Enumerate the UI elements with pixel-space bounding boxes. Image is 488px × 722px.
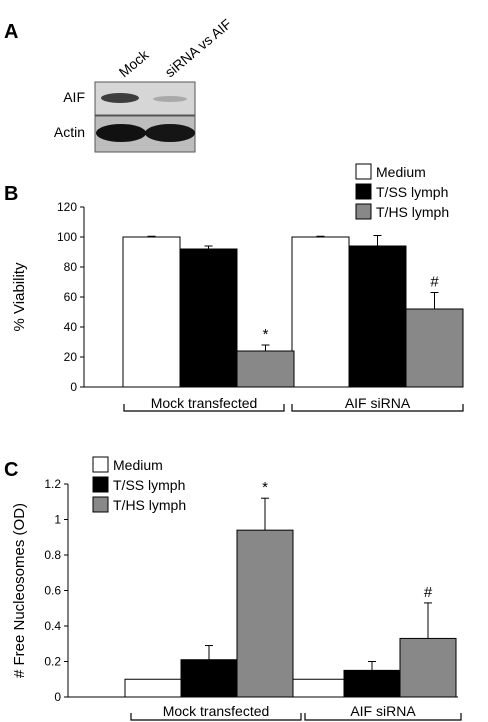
legend-swatch <box>92 476 109 493</box>
significance-mark: * <box>262 479 268 496</box>
group-label: AIF siRNA <box>350 703 416 719</box>
group-bracket <box>291 404 464 412</box>
y-tick-label: 0 <box>54 690 61 704</box>
row-label-actin: Actin <box>54 124 85 140</box>
bar-medium <box>124 678 182 698</box>
panel-b-label: B <box>4 183 18 205</box>
bar-medium <box>291 236 350 388</box>
legend-label: Medium <box>376 164 426 180</box>
panel-a: A Mock siRNA vs AIF AIF Actin <box>4 16 235 153</box>
significance-mark: * <box>263 326 269 343</box>
bar-t-ss-lymph <box>179 248 238 388</box>
panel-a-label: A <box>4 21 18 43</box>
y-tick-label: 0 <box>70 380 77 394</box>
y-tick-label: 0.4 <box>44 619 61 633</box>
bar-t-hs-lymph <box>405 308 464 388</box>
y-tick-label: 0.2 <box>44 655 61 669</box>
lane-label-mock: Mock <box>116 46 153 80</box>
legend-swatch <box>355 163 372 180</box>
significance-mark: # <box>430 274 439 291</box>
blot-band-actin-mock <box>96 124 146 142</box>
legend-swatch <box>92 456 109 473</box>
y-tick-label: 20 <box>64 350 78 364</box>
legend-label: T/HS lymph <box>376 204 449 220</box>
legend-label: T/SS lymph <box>113 477 185 493</box>
y-axis-label: # Free Nucleosomes (OD) <box>11 503 28 678</box>
legend-label: Medium <box>113 457 163 473</box>
bar-medium <box>122 236 181 388</box>
group-bracket <box>123 404 285 412</box>
group-label: AIF siRNA <box>345 395 411 411</box>
blot-band-aif-mock <box>101 93 139 103</box>
y-tick-label: 1 <box>54 513 61 527</box>
group-label: Mock transfected <box>151 395 258 411</box>
y-axis-label: % Viability <box>11 262 28 331</box>
y-tick-label: 100 <box>57 230 77 244</box>
significance-mark: # <box>424 584 433 601</box>
y-tick-label: 80 <box>64 260 78 274</box>
bar-t-hs-lymph <box>236 529 294 698</box>
lane-label-sirna: siRNA vs AIF <box>162 16 235 81</box>
bar-t-hs-lymph <box>236 350 295 388</box>
bar-t-hs-lymph <box>399 637 457 698</box>
legend-swatch <box>355 183 372 200</box>
y-tick-label: 0.6 <box>44 584 61 598</box>
row-label-aif: AIF <box>63 89 85 105</box>
group-label: Mock transfected <box>163 703 270 719</box>
legend-swatch <box>92 496 109 513</box>
panel-b-chart: 0 20 40 60 80 100 120 % Viability * # Mock transfe… <box>11 163 464 412</box>
bar-medium <box>287 678 345 698</box>
bar-t-ss-lymph <box>348 245 407 388</box>
y-tick-label: 60 <box>64 290 78 304</box>
y-tick-label: 0.8 <box>44 548 61 562</box>
group-bracket <box>130 713 302 721</box>
blot-band-aif-sirna <box>153 96 187 102</box>
y-tick-label: 120 <box>57 200 77 214</box>
y-tick-label: 1.2 <box>44 477 61 491</box>
y-tick-label: 40 <box>64 320 78 334</box>
legend-label: T/HS lymph <box>113 497 186 513</box>
legend-label: T/SS lymph <box>376 184 448 200</box>
group-bracket <box>304 713 462 721</box>
bar-t-ss-lymph <box>343 669 401 698</box>
panel-c-chart: 0 0.2 0.4 0.6 0.8 1 1.2 # Free Nucleosomes (OD)… <box>11 456 462 721</box>
blot-band-actin-sirna <box>145 124 195 142</box>
panel-c-label: C <box>4 459 18 481</box>
legend-swatch <box>355 203 372 220</box>
bar-t-ss-lymph <box>180 659 238 698</box>
